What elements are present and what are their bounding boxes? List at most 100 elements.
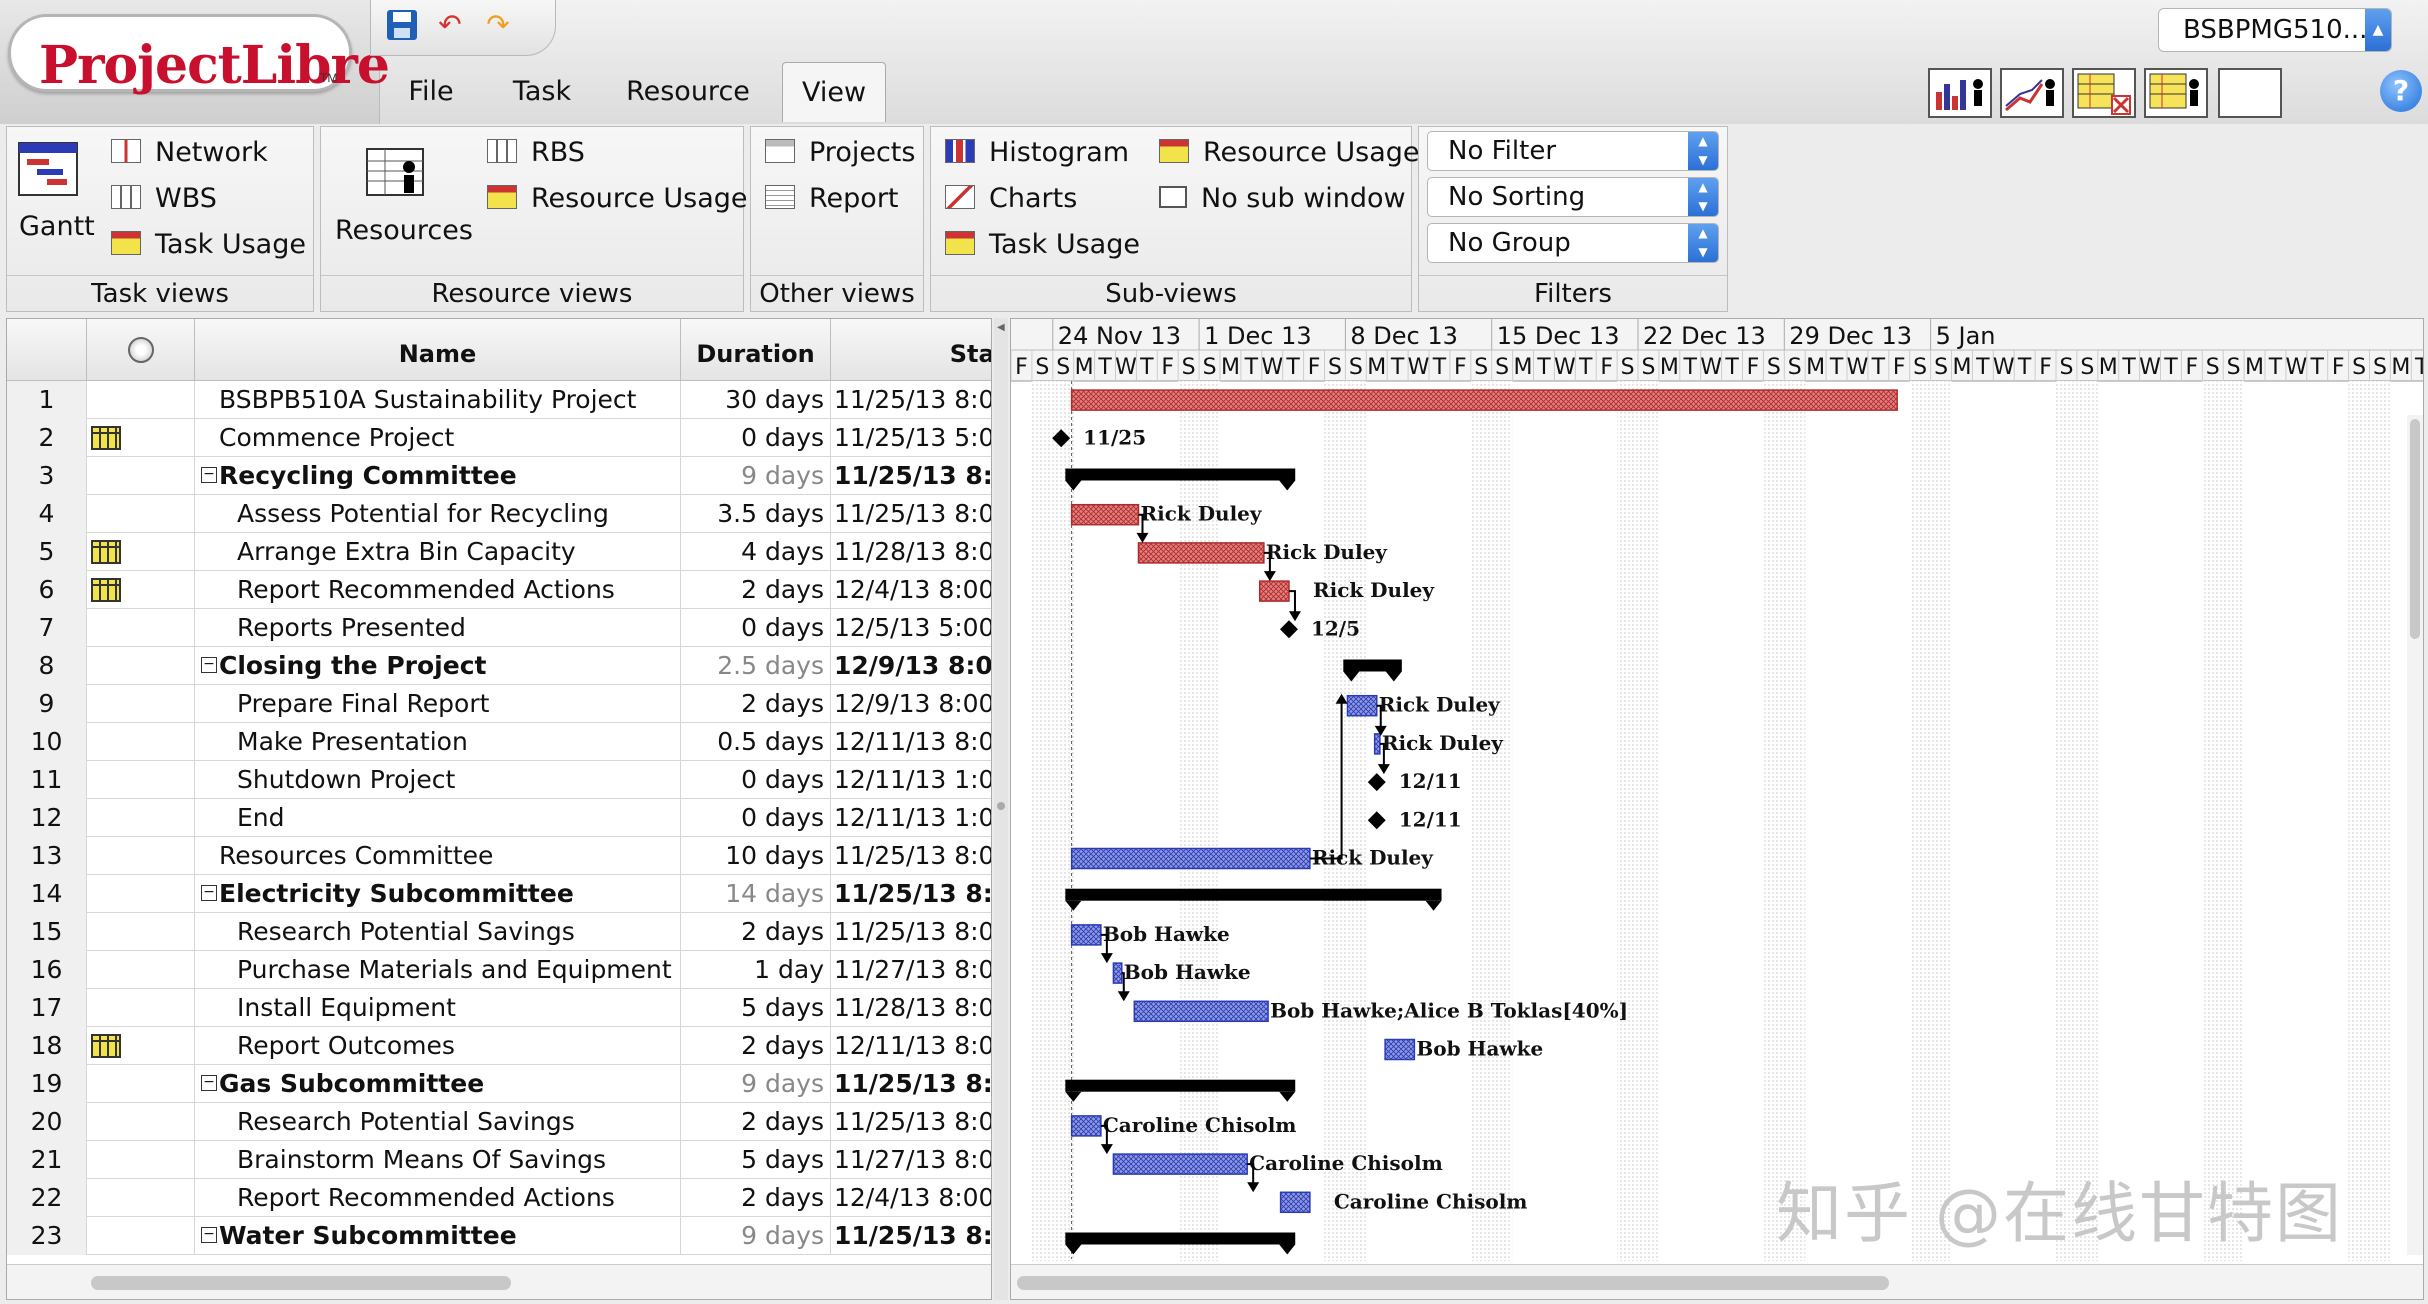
row-id[interactable]: 5 [7,533,87,571]
row-start[interactable]: 11/25/13 8:0 [831,837,991,875]
table-row[interactable]: 22 Report Recommended Actions 2 days 12/4/1… [7,1179,991,1217]
row-start[interactable]: 11/25/13 8:0 [831,875,991,913]
row-name[interactable]: Report Recommended Actions [195,571,681,609]
resource-usage-button[interactable]: Resource Usage [487,181,748,217]
table-scrollbar-thumb[interactable] [91,1276,511,1290]
gantt-scrollbar-track[interactable] [1011,1264,2423,1299]
row-name[interactable]: − Electricity Subcommittee [195,875,681,913]
row-start[interactable]: 11/25/13 8:0 [831,381,991,419]
row-start[interactable]: 11/25/13 8:0 [831,495,991,533]
row-duration[interactable]: 2 days [681,1103,831,1141]
no-sub-window-button[interactable]: No sub window [1159,181,1406,217]
row-name[interactable]: − Closing the Project [195,647,681,685]
row-id[interactable]: 20 [7,1103,87,1141]
row-duration[interactable]: 2 days [681,913,831,951]
collapse-icon[interactable]: − [201,657,217,673]
row-id[interactable]: 10 [7,723,87,761]
report-button[interactable]: Report [765,181,899,217]
undo-icon[interactable]: ↶ [438,8,462,41]
row-start[interactable]: 12/9/13 8:00 [831,685,991,723]
row-duration[interactable]: 0 days [681,609,831,647]
task-usage-view-icon[interactable] [2072,68,2136,118]
table-row[interactable]: 4 Assess Potential for Recycling 3.5 days 1… [7,495,991,533]
row-duration[interactable]: 0 days [681,761,831,799]
chart-view-icon[interactable] [2000,68,2064,118]
row-start[interactable]: 12/11/13 1:0 [831,799,991,837]
row-name[interactable]: − Water Subcommittee [195,1217,681,1255]
row-name[interactable]: − Gas Subcommittee [195,1065,681,1103]
redo-icon[interactable]: ↷ [486,8,510,41]
collapse-icon[interactable]: − [201,467,217,483]
row-duration[interactable]: 14 days [681,875,831,913]
row-id[interactable]: 19 [7,1065,87,1103]
header-duration[interactable]: Duration [681,319,831,381]
resource-usage-view-icon[interactable] [2144,68,2208,118]
sorting-select[interactable]: No Sorting ▲ ▼ [1427,177,1719,217]
row-name[interactable]: Report Recommended Actions [195,1179,681,1217]
table-row[interactable]: 18 Report Outcomes 2 days 12/11/13 8:0 [7,1027,991,1065]
sub-resource-usage-button[interactable]: Resource Usage [1159,135,1420,171]
row-id[interactable]: 3 [7,457,87,495]
row-id[interactable]: 15 [7,913,87,951]
row-name[interactable]: Research Potential Savings [195,1103,681,1141]
row-name[interactable]: − Recycling Committee [195,457,681,495]
row-duration[interactable]: 1 day [681,951,831,989]
filter-select[interactable]: No Filter ▲ ▼ [1427,131,1719,171]
row-start[interactable]: 11/27/13 8:0 [831,951,991,989]
histogram-button[interactable]: Histogram [945,135,1129,171]
sub-task-usage-button[interactable]: Task Usage [945,227,1140,263]
row-start[interactable]: 11/25/13 8:0 [831,457,991,495]
projects-button[interactable]: Projects [765,135,915,171]
row-duration[interactable]: 2.5 days [681,647,831,685]
table-row[interactable]: 15 Research Potential Savings 2 days 11/25/… [7,913,991,951]
collapse-icon[interactable]: − [201,1075,217,1091]
row-duration[interactable]: 2 days [681,1027,831,1065]
group-select[interactable]: No Group ▲ ▼ [1427,223,1719,263]
row-name[interactable]: Make Presentation [195,723,681,761]
row-duration[interactable]: 2 days [681,571,831,609]
row-name[interactable]: Assess Potential for Recycling [195,495,681,533]
wbs-button[interactable]: WBS [111,181,217,217]
gantt-vscroll-track[interactable] [2407,415,2423,1255]
table-row[interactable]: 12 End 0 days 12/11/13 1:0 [7,799,991,837]
row-id[interactable]: 21 [7,1141,87,1179]
network-button[interactable]: Network [111,135,268,171]
gantt-vscroll-thumb[interactable] [2410,419,2420,639]
row-id[interactable]: 8 [7,647,87,685]
menu-view[interactable]: View [782,62,886,122]
row-name[interactable]: Install Equipment [195,989,681,1027]
collapse-icon[interactable]: − [201,885,217,901]
table-row[interactable]: 11 Shutdown Project 0 days 12/11/13 1:0 [7,761,991,799]
resources-icon[interactable] [365,145,429,199]
header-start[interactable]: Start [831,319,991,381]
row-duration[interactable]: 9 days [681,1065,831,1103]
row-name[interactable]: Prepare Final Report [195,685,681,723]
table-row[interactable]: 10 Make Presentation 0.5 days 12/11/13 8:0 [7,723,991,761]
help-icon[interactable]: ? [2380,70,2422,112]
row-name[interactable]: Resources Committee [195,837,681,875]
row-name[interactable]: Commence Project [195,419,681,457]
row-start[interactable]: 11/25/13 5:0 [831,419,991,457]
row-start[interactable]: 12/5/13 5:00 [831,609,991,647]
row-duration[interactable]: 5 days [681,989,831,1027]
row-name[interactable]: Shutdown Project [195,761,681,799]
row-id[interactable]: 16 [7,951,87,989]
gantt-button[interactable]: Gantt [19,211,95,242]
row-start[interactable]: 11/25/13 8:0 [831,1065,991,1103]
table-row[interactable]: 9 Prepare Final Report 2 days 12/9/13 8:00 [7,685,991,723]
chevron-down-icon[interactable]: ▲ [2365,9,2391,51]
header-name[interactable]: Name [195,319,681,381]
table-row[interactable]: 7 Reports Presented 0 days 12/5/13 5:00 [7,609,991,647]
row-start[interactable]: 12/4/13 8:00 [831,571,991,609]
row-id[interactable]: 4 [7,495,87,533]
row-id[interactable]: 2 [7,419,87,457]
row-start[interactable]: 11/28/13 8:0 [831,533,991,571]
menu-task[interactable]: Task [512,76,572,107]
header-indicators[interactable] [87,319,195,381]
row-id[interactable]: 12 [7,799,87,837]
row-duration[interactable]: 10 days [681,837,831,875]
table-row[interactable]: 14− Electricity Subcommittee 14 days 11/25/… [7,875,991,913]
collapse-icon[interactable]: − [201,1227,217,1243]
